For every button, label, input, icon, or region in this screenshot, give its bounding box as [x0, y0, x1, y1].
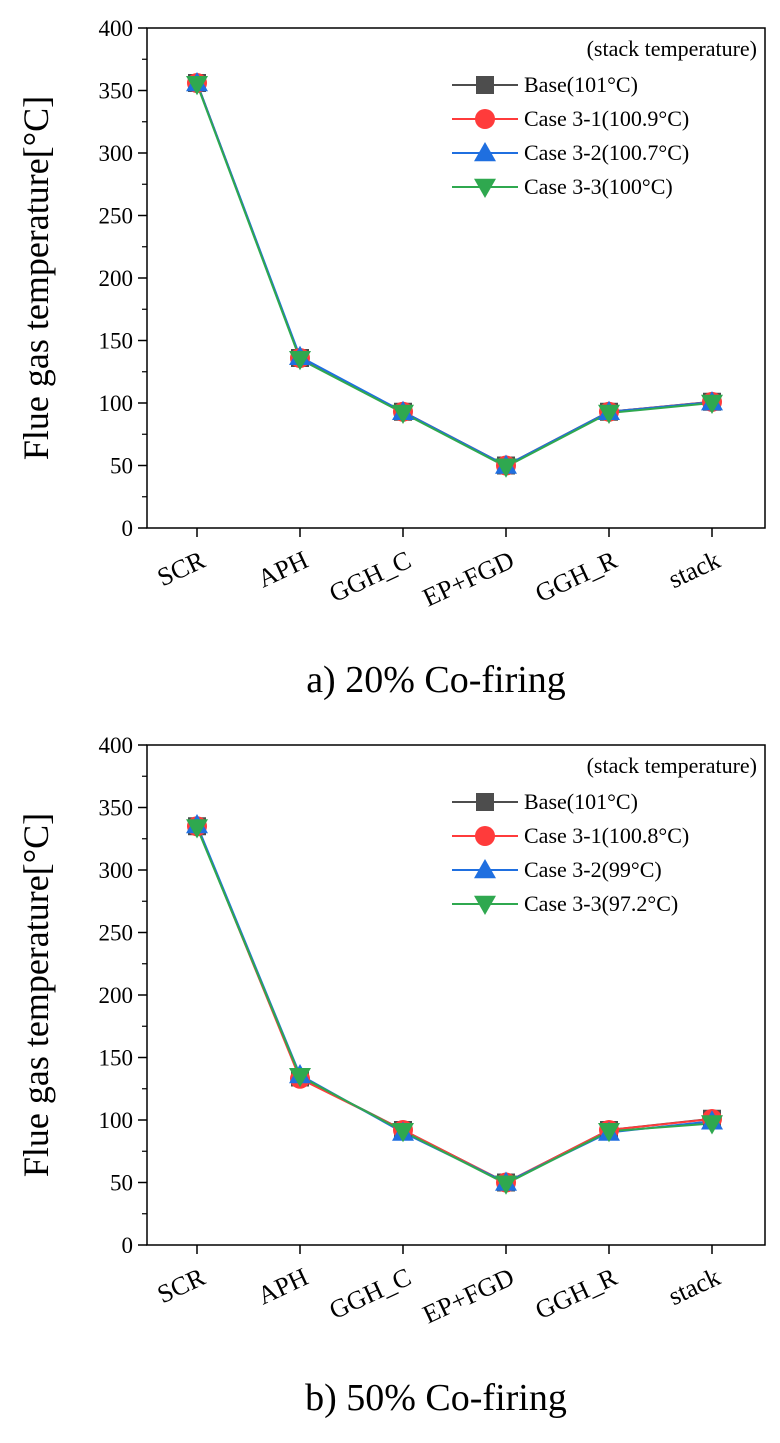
legend-marker — [476, 76, 494, 94]
y-tick-label: 200 — [99, 983, 134, 1008]
chart-caption: b) 50% Co-firing — [305, 1377, 567, 1419]
plot-frame — [146, 27, 766, 529]
legend-marker — [474, 859, 496, 879]
legend-marker — [476, 793, 494, 811]
data-point — [701, 1115, 723, 1135]
chart-50-percent-co-firing: 0 50 100 150 200 250 300 350 400 SCR APH GGH_C EP+FG… — [16, 733, 766, 1419]
x-tick-label: APH — [253, 1262, 313, 1310]
data-point — [495, 458, 517, 478]
x-tick-label: EP+FGD — [418, 1262, 518, 1329]
y-axis-label: Flue gas temperature[°C] — [16, 96, 56, 460]
y-tick-label: 300 — [99, 141, 134, 166]
x-tick-label: stack — [664, 1262, 725, 1311]
y-tick-label: 100 — [99, 1108, 134, 1133]
legend-entry: Case 3-2(99°C) — [524, 857, 662, 882]
legend-title: (stack temperature) — [587, 753, 757, 778]
data-point — [598, 404, 620, 424]
data-point — [289, 351, 311, 371]
y-tick-label: 150 — [99, 329, 134, 354]
x-tick-label: GGH_R — [531, 545, 622, 608]
y-tick-label: 250 — [99, 204, 134, 229]
data-point — [392, 404, 414, 424]
data-point — [495, 1175, 517, 1195]
legend-entry: Base(101°C) — [524, 72, 638, 97]
legend-marker — [474, 142, 496, 162]
x-tick-label: APH — [253, 545, 313, 593]
data-point — [186, 76, 208, 96]
legend-entry: Case 3-1(100.9°C) — [524, 106, 689, 131]
y-tick-label: 400 — [99, 16, 134, 41]
data-point — [186, 819, 208, 839]
y-tick-label: 100 — [99, 391, 134, 416]
legend-marker — [474, 895, 496, 915]
x-tick-label: GGH_C — [325, 545, 416, 608]
legend-entry: Base(101°C) — [524, 789, 638, 814]
x-tick-label: stack — [664, 545, 725, 594]
y-tick-label: 0 — [122, 1233, 134, 1258]
y-tick-label: 300 — [99, 858, 134, 883]
chart-20-percent-co-firing: 0 50 100 150 200 250 300 350 400 SCR APH GGH_C EP+FG… — [16, 16, 766, 701]
y-tick-label: 350 — [99, 79, 134, 104]
x-tick-label: GGH_R — [531, 1262, 622, 1325]
y-tick-label: 50 — [110, 1171, 133, 1196]
legend-entry: Case 3-2(100.7°C) — [524, 140, 689, 165]
data-point — [701, 394, 723, 414]
y-axis-label: Flue gas temperature[°C] — [16, 813, 56, 1177]
y-tick-label: 150 — [99, 1046, 134, 1071]
legend-marker — [475, 109, 495, 129]
data-point — [289, 1068, 311, 1088]
legend-title: (stack temperature) — [587, 36, 757, 61]
x-tick-label: EP+FGD — [418, 545, 518, 612]
y-tick-label: 400 — [99, 733, 134, 758]
y-tick-label: 350 — [99, 796, 134, 821]
y-tick-label: 250 — [99, 921, 134, 946]
legend-marker — [474, 178, 496, 198]
legend-entry: Case 3-3(97.2°C) — [524, 891, 678, 916]
x-tick-label: SCR — [153, 545, 210, 592]
chart-caption: a) 20% Co-firing — [306, 659, 566, 701]
legend-entry: Case 3-1(100.8°C) — [524, 823, 689, 848]
y-tick-label: 200 — [99, 266, 134, 291]
y-tick-label: 0 — [122, 516, 134, 541]
plot-frame — [146, 744, 766, 1246]
legend-entry: Case 3-3(100°C) — [524, 174, 673, 199]
data-point — [392, 1123, 414, 1143]
series-line — [196, 827, 713, 1185]
y-tick-label: 50 — [110, 454, 133, 479]
x-tick-label: SCR — [153, 1262, 210, 1309]
legend-marker — [475, 826, 495, 846]
x-tick-label: GGH_C — [325, 1262, 416, 1325]
series-line — [196, 83, 713, 468]
data-point — [598, 1123, 620, 1143]
